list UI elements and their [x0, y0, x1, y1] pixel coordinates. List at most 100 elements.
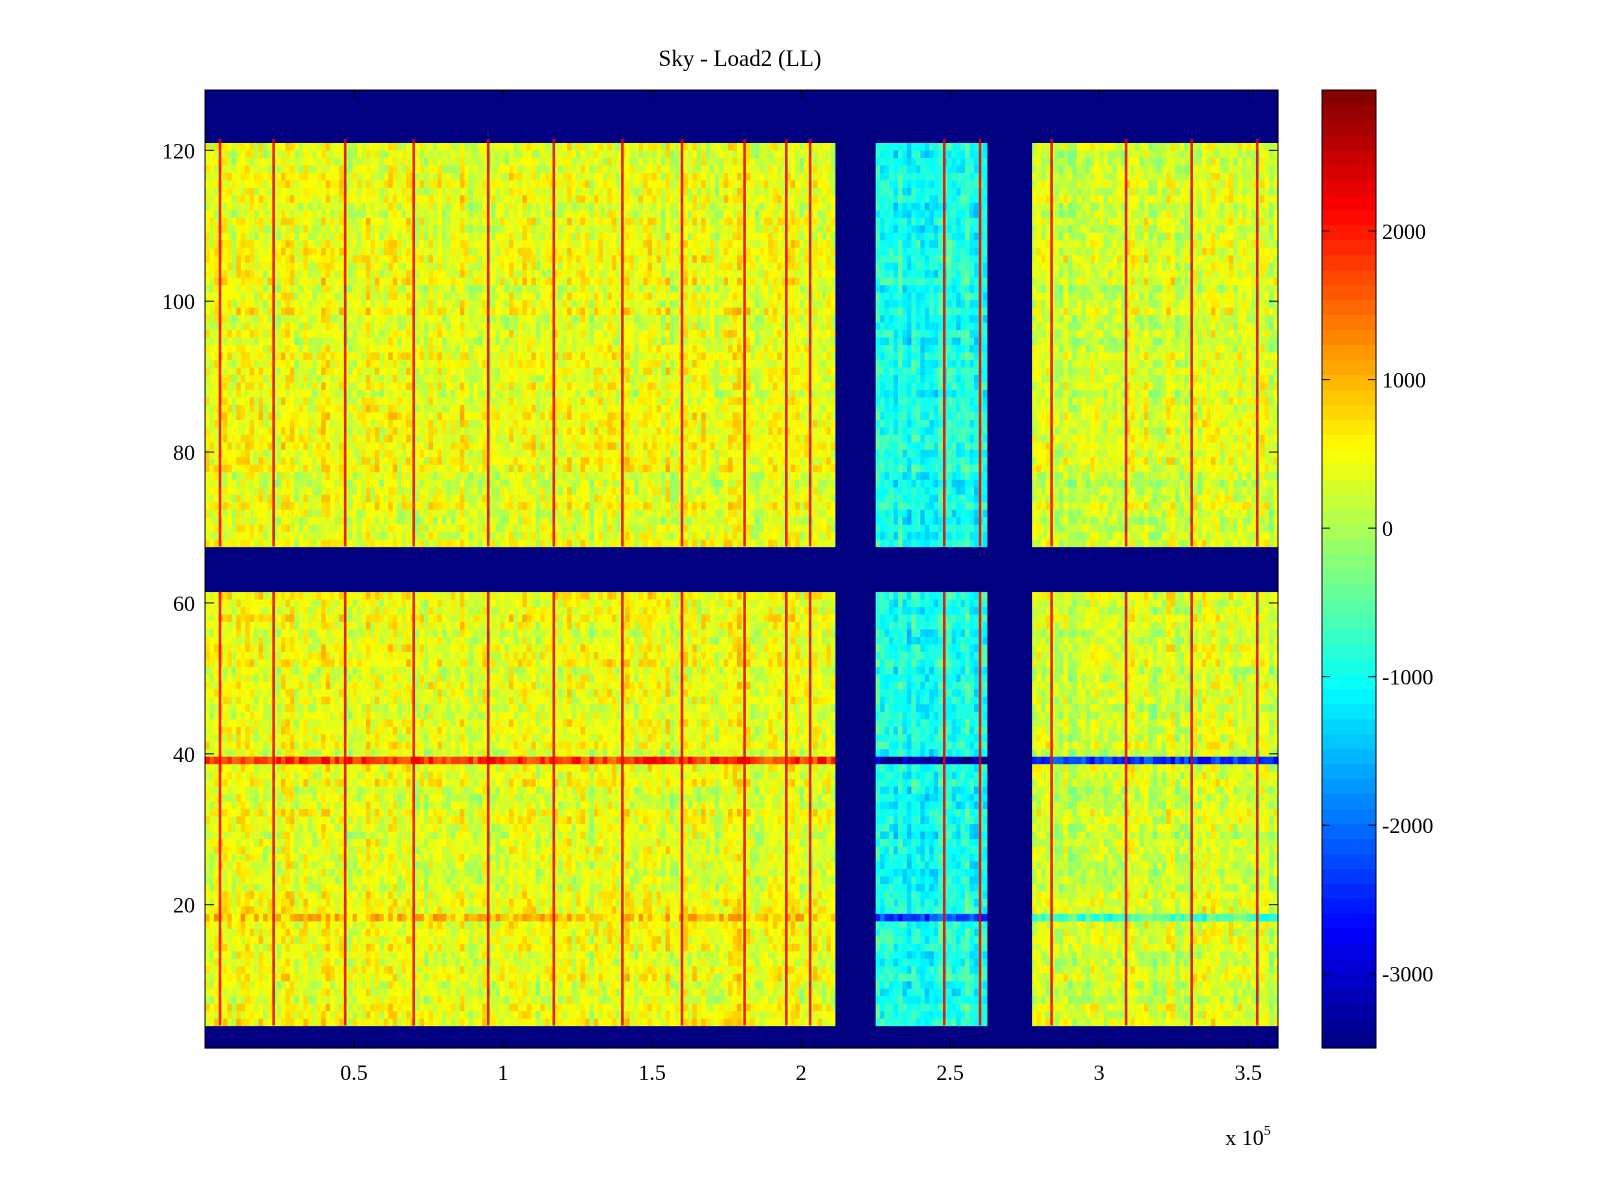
heatmap-cell [330, 808, 336, 817]
heatmap-cell [276, 531, 282, 540]
heatmap-cell [209, 396, 215, 405]
heatmap-cell [307, 97, 313, 106]
heatmap-cell [205, 127, 211, 136]
heatmap-cell [321, 149, 327, 158]
heatmap-cell [325, 381, 331, 390]
heatmap-cell [258, 449, 264, 458]
heatmap-cell [321, 643, 327, 652]
heatmap-cell [352, 1033, 358, 1042]
heatmap-cell [294, 90, 300, 99]
heatmap-cell [227, 965, 233, 974]
heatmap-cell [348, 988, 354, 997]
heatmap-cell [209, 531, 215, 540]
heatmap-cell [321, 823, 327, 832]
heatmap-cell [370, 890, 376, 899]
heatmap-cell [227, 329, 233, 338]
heatmap-cell [307, 179, 313, 188]
heatmap-cell [289, 778, 296, 787]
heatmap-cell [303, 441, 309, 450]
heatmap-cell [361, 539, 367, 548]
heatmap-cell [267, 299, 273, 308]
heatmap-cell [312, 771, 318, 780]
heatmap-cell [370, 815, 376, 825]
heatmap-cell [307, 449, 313, 458]
heatmap-cell [209, 239, 215, 248]
heatmap-cell [267, 546, 273, 555]
heatmap-cell [263, 426, 269, 435]
heatmap-cell [272, 127, 278, 136]
heatmap-cell [263, 875, 269, 884]
heatmap-cell [334, 801, 340, 810]
heatmap-cell [254, 666, 260, 675]
heatmap-cell [236, 187, 242, 196]
heatmap-cell [222, 928, 228, 937]
heatmap-cell [312, 1040, 318, 1049]
heatmap-cell [330, 292, 336, 301]
heatmap-cell [276, 763, 282, 772]
heatmap-cell [357, 359, 363, 368]
heatmap-cell [365, 815, 372, 825]
heatmap-cell [249, 666, 255, 675]
heatmap-cell [236, 494, 242, 503]
heatmap-cell [231, 741, 237, 750]
heatmap-cell [249, 920, 255, 929]
heatmap-cell [352, 561, 358, 570]
heatmap-cell [254, 860, 260, 869]
heatmap-cell [325, 449, 331, 458]
heatmap-cell [285, 516, 291, 525]
heatmap-cell [231, 269, 237, 278]
heatmap-cell [231, 404, 237, 413]
heatmap-cell [334, 741, 340, 750]
heatmap-cell [330, 756, 336, 765]
heatmap-cell [352, 292, 358, 301]
heatmap-cell [254, 254, 260, 263]
heatmap-cell [205, 479, 211, 488]
heatmap-cell [307, 591, 313, 600]
heatmap-cell [209, 277, 215, 286]
heatmap-cell [312, 434, 318, 443]
heatmap-cell [222, 112, 228, 121]
heatmap-cell [298, 1018, 304, 1027]
heatmap-cell [339, 696, 345, 705]
heatmap-cell [294, 756, 300, 765]
heatmap-cell [209, 224, 215, 233]
heatmap-cell [281, 591, 287, 600]
heatmap-cell [209, 359, 215, 368]
heatmap-cell [339, 119, 345, 129]
heatmap-cell [307, 726, 313, 735]
heatmap-cell [222, 411, 228, 420]
heatmap-cell [312, 1010, 318, 1019]
heatmap-cell [316, 456, 322, 465]
heatmap-cell [213, 516, 220, 525]
heatmap-cell [361, 583, 367, 593]
heatmap-cell [316, 913, 322, 922]
heatmap-cell [209, 845, 215, 854]
heatmap-cell [249, 651, 255, 660]
heatmap-cell [334, 890, 340, 899]
heatmap-cell [294, 576, 300, 585]
heatmap-cell [365, 531, 372, 540]
heatmap-cell [357, 262, 363, 271]
heatmap-cell [312, 239, 318, 248]
heatmap-cell [218, 546, 224, 555]
heatmap-cell [370, 1018, 376, 1027]
heatmap-cell [205, 636, 211, 645]
heatmap-cell [321, 1010, 327, 1019]
heatmap-cell [285, 591, 291, 600]
heatmap-cell [298, 531, 304, 540]
heatmap-cell [334, 958, 340, 967]
heatmap-cell [365, 576, 372, 585]
heatmap-cell [258, 524, 264, 533]
heatmap-cell [227, 351, 233, 361]
heatmap-cell [339, 561, 345, 570]
heatmap-cell [205, 531, 211, 540]
heatmap-cell [330, 636, 336, 645]
heatmap-cell [298, 778, 304, 787]
heatmap-cell [312, 973, 318, 982]
heatmap-cell [303, 950, 309, 959]
heatmap-cell [303, 801, 309, 810]
heatmap-cell [298, 688, 304, 697]
heatmap-cell [263, 666, 269, 675]
heatmap-cell [370, 164, 376, 173]
heatmap-cell [357, 554, 363, 563]
